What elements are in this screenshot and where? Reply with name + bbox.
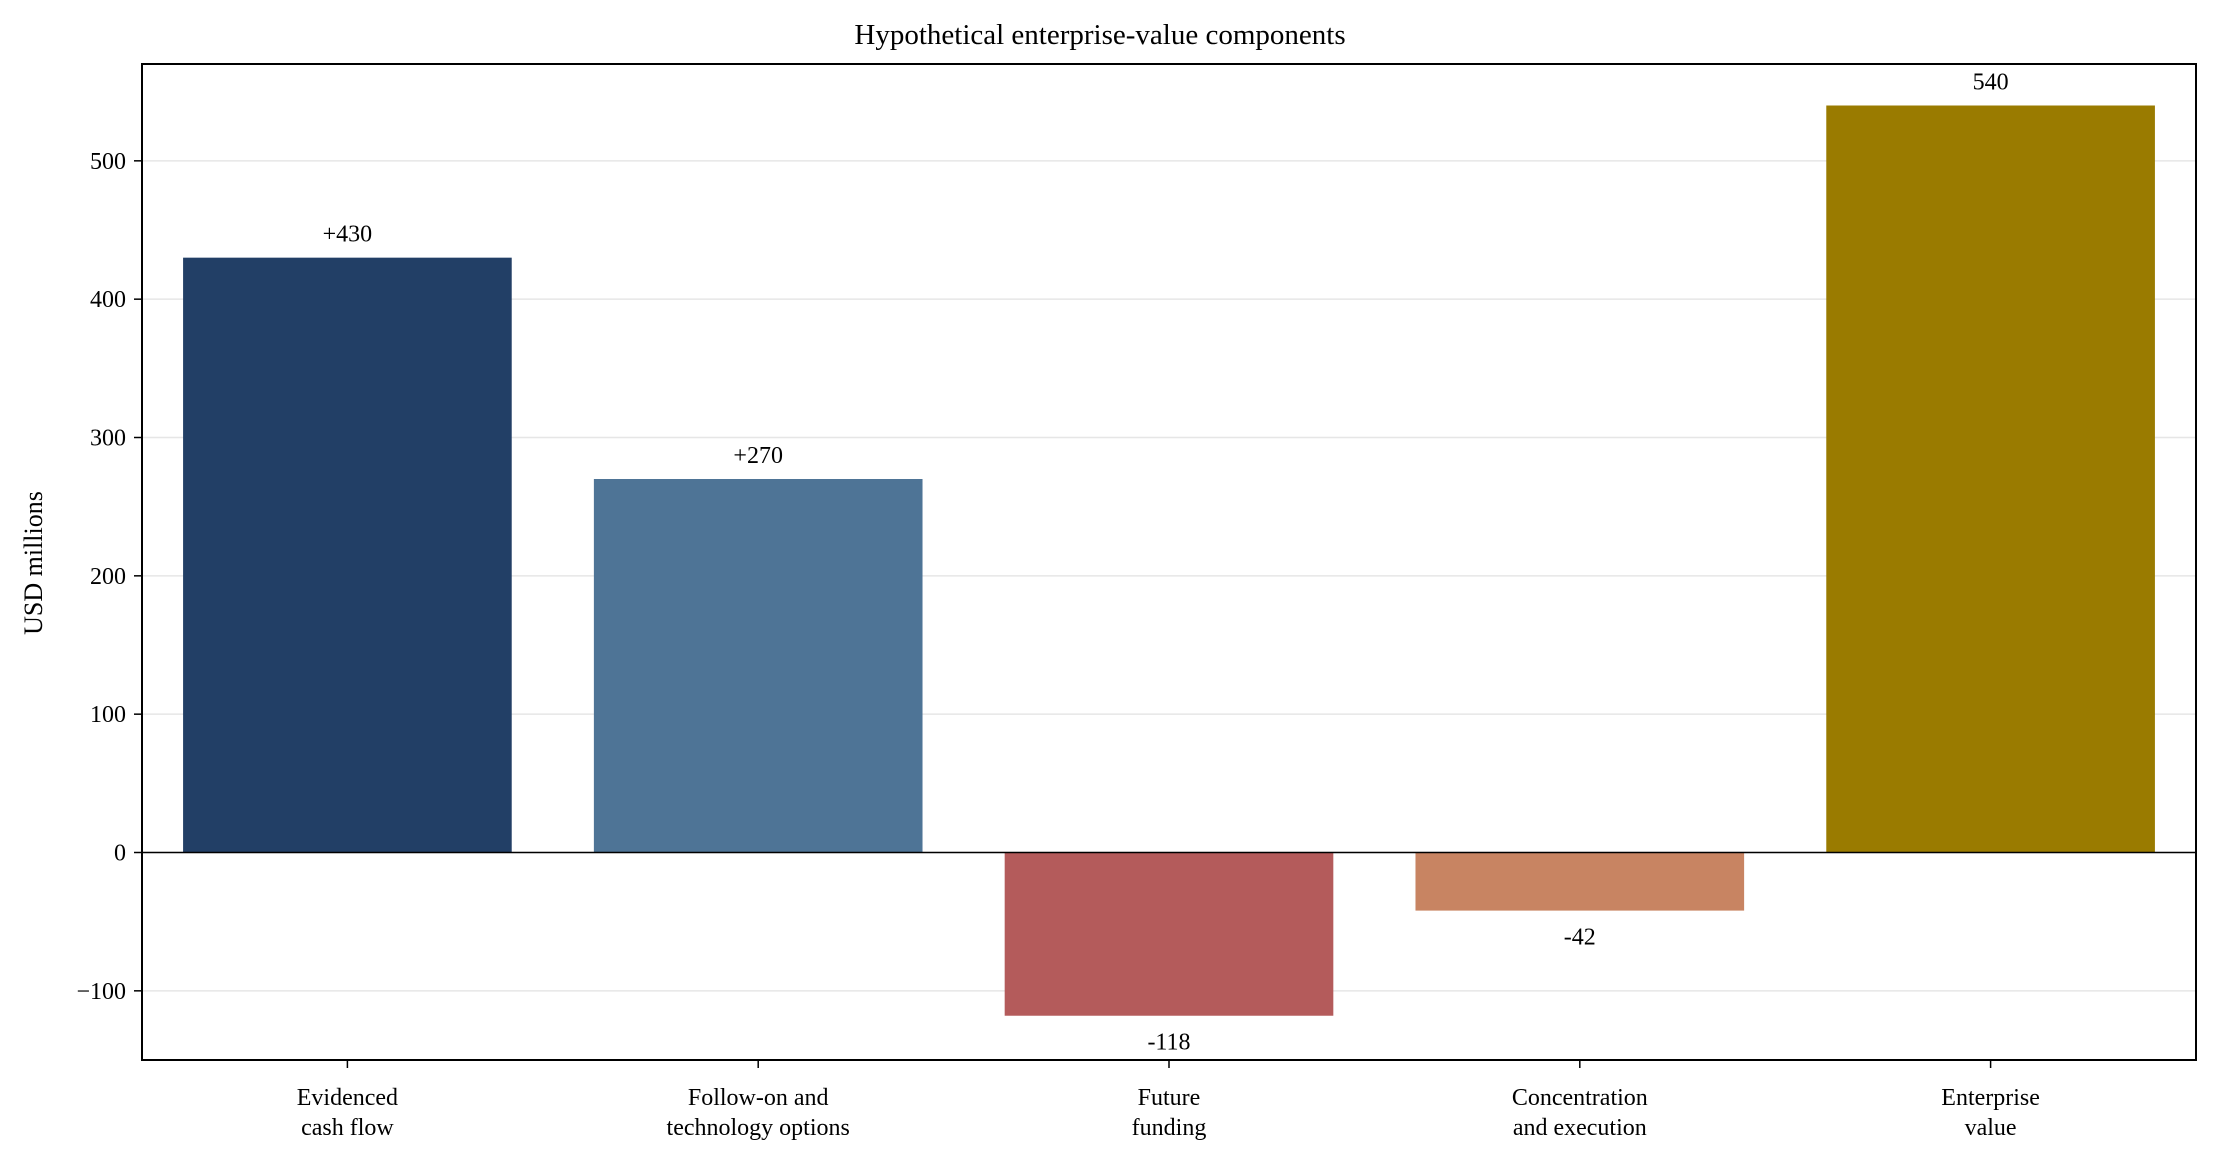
bar-value-label-3: -42 (1564, 925, 1596, 951)
x-tick-label-1: Follow-on and technology options (667, 1085, 850, 1141)
bar-value-label-4: 540 (1973, 70, 2009, 96)
labels-layer: +430 Evidenced cash flow +270 Follow-on and t… (76, 70, 2039, 1142)
x-tick-label-4: Enterprise value (1941, 1085, 2040, 1141)
y-tick-label-6: 500 (90, 149, 126, 175)
y-tick-label-3: 200 (90, 564, 126, 590)
y-tick-label-4: 300 (90, 426, 126, 452)
axes-layer (134, 63, 2197, 1068)
x-tick-label-3: Concentration and execution (1512, 1085, 1648, 1141)
plot-frame (141, 63, 2197, 1061)
bar-value-label-1: +270 (733, 443, 783, 469)
y-tick-label-1: 0 (114, 841, 126, 867)
y-tick-label-0: −100 (76, 979, 126, 1005)
y-tick-label-5: 400 (90, 287, 126, 313)
bar-3 (1415, 852, 1745, 911)
y-axis-title: USD millions (19, 491, 48, 635)
bar-0 (183, 257, 512, 853)
x-tick-label-2: Future funding (1132, 1085, 1207, 1141)
bars-layer (183, 105, 2155, 1016)
bar-value-label-2: -118 (1147, 1030, 1190, 1056)
bar-1 (593, 479, 923, 853)
y-tick-label-2: 100 (90, 702, 126, 728)
bar-value-label-0: +430 (323, 222, 373, 248)
bar-4 (1826, 105, 2155, 853)
chart-title: Hypothetical enterprise-value components (854, 19, 1345, 51)
bar-2 (1004, 852, 1334, 1016)
x-tick-label-0: Evidenced cash flow (297, 1085, 398, 1141)
